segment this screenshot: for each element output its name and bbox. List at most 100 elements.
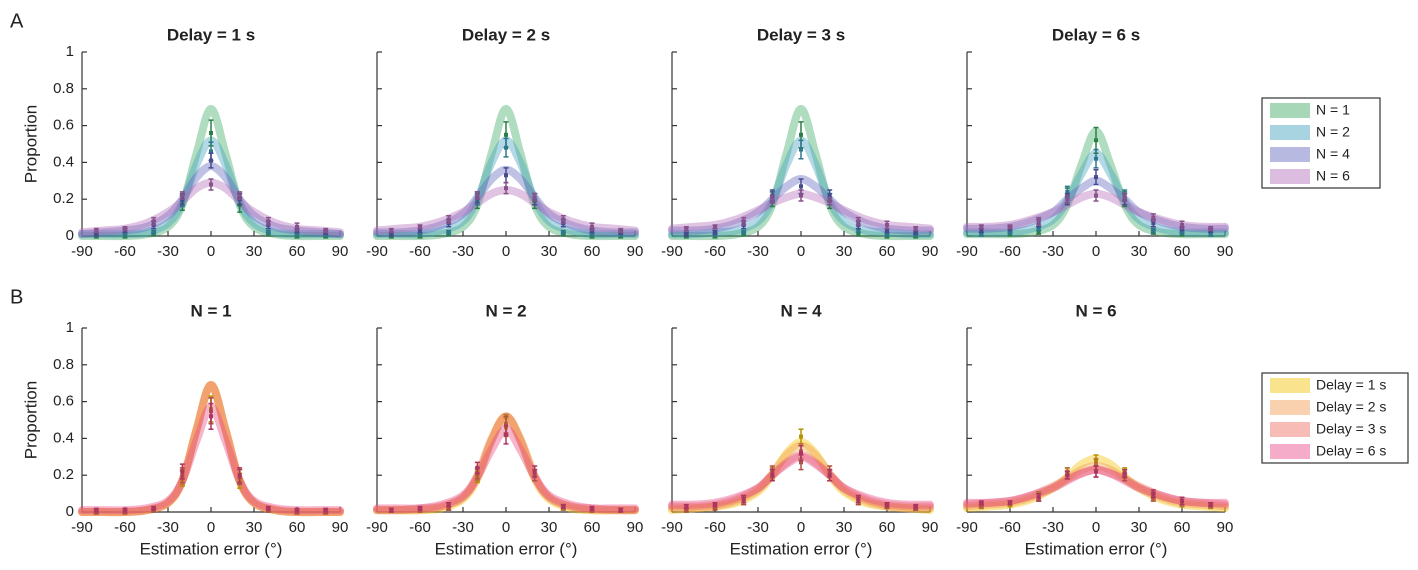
data-point bbox=[885, 222, 889, 227]
panel-label: B bbox=[10, 286, 23, 308]
y-tick-label: 0.6 bbox=[53, 393, 74, 410]
data-point bbox=[123, 232, 127, 237]
x-tick-label: 0 bbox=[797, 243, 805, 260]
legend-swatch bbox=[1270, 169, 1310, 184]
x-tick-label: -90 bbox=[71, 519, 93, 536]
data-point bbox=[856, 219, 861, 224]
data-point bbox=[713, 506, 717, 511]
x-tick-label: 90 bbox=[922, 243, 939, 260]
data-point bbox=[504, 186, 508, 191]
data-point bbox=[1094, 138, 1098, 143]
data-point bbox=[590, 224, 594, 229]
data-point bbox=[180, 193, 185, 198]
x-tick-label: -30 bbox=[747, 243, 769, 260]
data-point bbox=[979, 224, 984, 229]
data-point bbox=[209, 130, 213, 135]
x-tick-label: 90 bbox=[922, 519, 939, 536]
data-point bbox=[913, 230, 918, 235]
data-point bbox=[1122, 471, 1127, 476]
data-point bbox=[713, 230, 717, 235]
data-point bbox=[1094, 462, 1098, 467]
x-tick-label: -90 bbox=[71, 243, 93, 260]
data-point bbox=[1036, 226, 1041, 231]
legend-swatch bbox=[1270, 400, 1310, 415]
data-point bbox=[418, 506, 422, 511]
x-tick-label: 30 bbox=[836, 519, 853, 536]
data-point bbox=[1008, 500, 1012, 505]
data-point bbox=[684, 232, 689, 237]
y-tick-label: 0.4 bbox=[53, 429, 74, 446]
data-point bbox=[504, 432, 508, 437]
x-tick-label: -60 bbox=[999, 243, 1021, 260]
x-tick-label: 30 bbox=[1131, 519, 1148, 536]
data-point bbox=[209, 182, 213, 187]
data-point bbox=[618, 508, 623, 513]
chart-title: N = 2 bbox=[485, 301, 526, 320]
data-point bbox=[151, 219, 156, 224]
legend-label: Delay = 1 s bbox=[1316, 377, 1386, 393]
x-tick-label: -30 bbox=[452, 519, 474, 536]
model-band bbox=[78, 381, 344, 517]
data-point bbox=[1065, 197, 1070, 202]
data-point bbox=[1065, 473, 1070, 478]
chart-title: Delay = 3 s bbox=[757, 25, 845, 44]
x-tick-label: 60 bbox=[879, 243, 896, 260]
x-axis-label: Estimation error (°) bbox=[140, 539, 283, 558]
data-point bbox=[266, 506, 271, 511]
data-point bbox=[418, 232, 422, 237]
model-band bbox=[78, 162, 344, 239]
data-point bbox=[799, 434, 803, 439]
x-tick-label: -60 bbox=[114, 243, 136, 260]
data-point bbox=[799, 147, 803, 152]
y-axis-label: Proportion bbox=[21, 105, 40, 183]
x-axis-label: Estimation error (°) bbox=[1025, 539, 1168, 558]
data-point bbox=[979, 228, 984, 233]
data-point bbox=[885, 232, 889, 237]
x-tick-label: 0 bbox=[502, 519, 510, 536]
data-point bbox=[618, 228, 623, 233]
x-tick-label: 0 bbox=[502, 243, 510, 260]
data-point bbox=[1180, 230, 1184, 235]
x-axis-label: Estimation error (°) bbox=[435, 539, 578, 558]
data-point bbox=[590, 506, 594, 511]
legend-swatch bbox=[1270, 422, 1310, 437]
x-tick-label: 30 bbox=[541, 519, 558, 536]
data-point bbox=[475, 193, 480, 198]
data-point bbox=[799, 193, 803, 198]
y-tick-label: 1 bbox=[66, 43, 74, 60]
x-tick-label: 60 bbox=[289, 519, 306, 536]
data-point bbox=[323, 228, 328, 233]
x-tick-label: 60 bbox=[1174, 519, 1191, 536]
y-tick-label: 0.6 bbox=[53, 117, 74, 134]
data-point bbox=[295, 508, 299, 513]
model-band bbox=[373, 105, 639, 241]
data-point bbox=[1094, 156, 1098, 161]
x-tick-label: -30 bbox=[157, 519, 179, 536]
x-tick-label: 30 bbox=[1131, 243, 1148, 260]
data-point bbox=[418, 228, 422, 233]
data-point bbox=[418, 224, 422, 229]
y-tick-label: 0 bbox=[66, 503, 74, 520]
data-point bbox=[1094, 175, 1098, 180]
data-point bbox=[1151, 491, 1156, 496]
data-point bbox=[913, 504, 918, 509]
x-tick-label: -60 bbox=[114, 519, 136, 536]
legend-swatch bbox=[1270, 103, 1310, 118]
x-tick-label: 60 bbox=[289, 243, 306, 260]
data-point bbox=[770, 473, 775, 478]
chart-title: Delay = 6 s bbox=[1052, 25, 1140, 44]
x-tick-label: -90 bbox=[366, 243, 388, 260]
legend-box bbox=[1261, 97, 1381, 189]
data-point bbox=[209, 414, 213, 419]
legend-label: Delay = 3 s bbox=[1316, 421, 1386, 437]
x-tick-label: -90 bbox=[956, 519, 978, 536]
x-tick-label: -60 bbox=[409, 519, 431, 536]
data-point bbox=[913, 226, 918, 231]
data-point bbox=[590, 232, 594, 237]
data-point bbox=[741, 219, 746, 224]
data-point bbox=[856, 497, 861, 502]
data-point bbox=[266, 230, 271, 235]
data-point bbox=[799, 460, 803, 465]
data-point bbox=[446, 230, 451, 235]
